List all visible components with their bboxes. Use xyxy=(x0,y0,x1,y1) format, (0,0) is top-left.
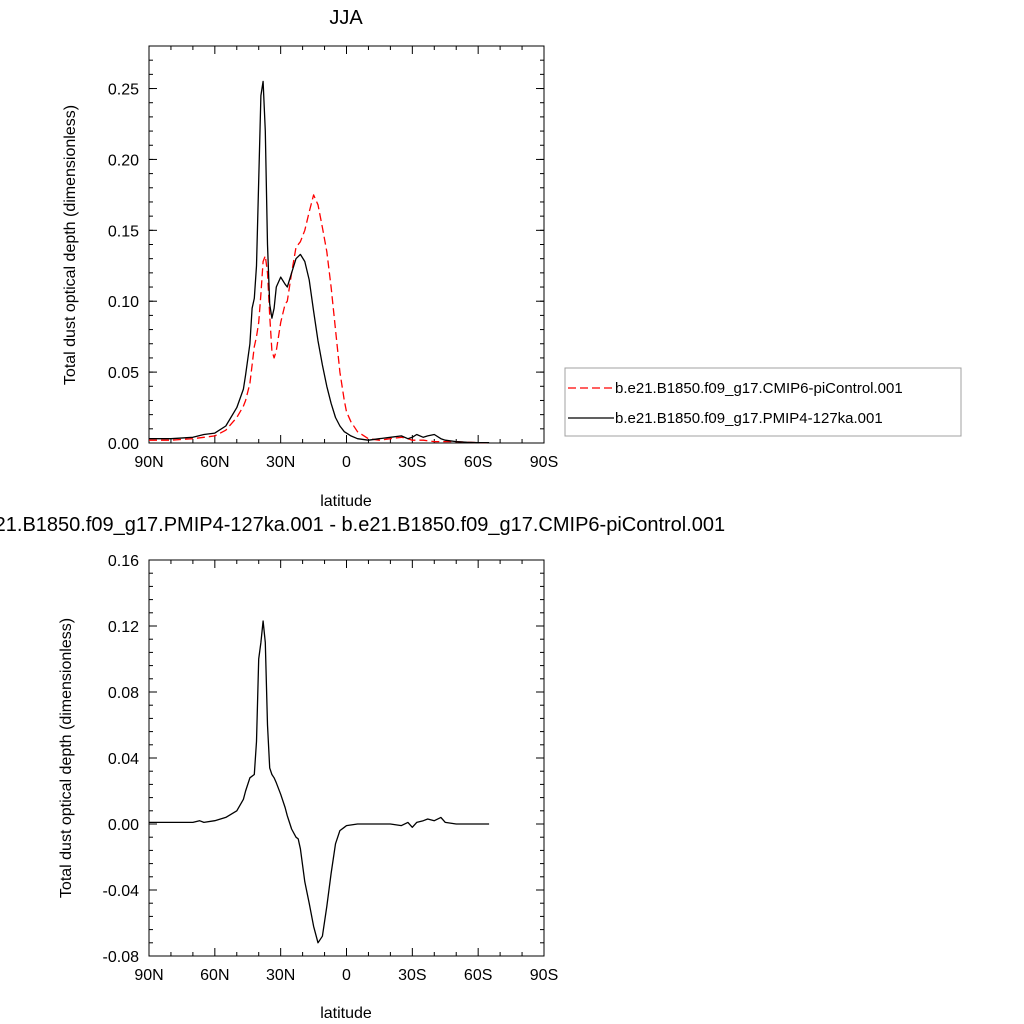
bottom-x-axis-label: latitude xyxy=(320,1005,372,1022)
bottom-chart-title: b.e21.B1850.f09_g17.PMIP4-127ka.001 - b.… xyxy=(0,514,725,536)
bottom-panel: b.e21.B1850.f09_g17.PMIP4-127ka.001 - b.… xyxy=(0,514,725,1022)
top-y-tick-label: 0.20 xyxy=(108,152,139,169)
top-x-axis-label: latitude xyxy=(320,493,372,510)
top-y-tick-label: 0.00 xyxy=(108,436,139,453)
bottom-y-tick-label: 0.00 xyxy=(108,817,139,834)
top-panel: JJA 90N 60N 30N 0 30S 60S 90S 0.00 0.05 0.10 0.15 0… xyxy=(62,7,962,510)
bottom-y-axis-label: Total dust optical depth (dimensionless) xyxy=(58,618,75,898)
bottom-x-tick-label: 60N xyxy=(200,967,229,984)
top-x-tick-label: 30S xyxy=(398,454,426,471)
top-x-tick-label: 60S xyxy=(464,454,492,471)
top-plot-area: 90N 60N 30N 0 30S 60S 90S 0.00 0.05 0.10 0.15 0.20 0… xyxy=(108,45,558,471)
top-x-tick-label: 90S xyxy=(530,454,558,471)
bottom-x-tick-label: 30S xyxy=(398,967,426,984)
top-y-tick-label: 0.15 xyxy=(108,223,139,240)
top-y-axis-label: Total dust optical depth (dimensionless) xyxy=(62,105,79,385)
bottom-y-tick-label: -0.08 xyxy=(103,949,140,966)
bottom-x-tick-label: 30N xyxy=(266,967,295,984)
legend-box xyxy=(564,367,962,437)
legend-label-127ka: b.e21.B1850.f09_g17.PMIP4-127ka.001 xyxy=(615,410,883,427)
bottom-x-tick-label: 90S xyxy=(530,967,558,984)
top-chart-title: JJA xyxy=(329,7,363,29)
top-series-line-1 xyxy=(149,80,490,444)
bottom-x-tick-label: 90N xyxy=(134,967,163,984)
top-x-tick-label: 30N xyxy=(266,454,295,471)
top-y-tick-label: 0.25 xyxy=(108,82,139,99)
bottom-plot-frame xyxy=(148,559,545,957)
bottom-series-line-0 xyxy=(149,620,490,944)
bottom-x-tick-label: 0 xyxy=(342,967,351,984)
top-x-tick-label: 0 xyxy=(342,454,351,471)
bottom-y-tick-label: -0.04 xyxy=(103,883,140,900)
bottom-x-tick-label: 60S xyxy=(464,967,492,984)
top-y-tick-label: 0.05 xyxy=(108,365,139,382)
top-x-tick-label: 90N xyxy=(134,454,163,471)
bottom-y-tick-label: 0.16 xyxy=(108,553,139,570)
bottom-y-tick-label: 0.08 xyxy=(108,685,139,702)
bottom-plot-area: 90N 60N 30N 0 30S 60S 90S -0.08 -0.04 0.00 0.04 0.0… xyxy=(103,553,559,984)
top-series-line-0 xyxy=(149,194,490,444)
bottom-y-tick-label: 0.12 xyxy=(108,619,139,636)
top-x-tick-label: 60N xyxy=(200,454,229,471)
top-plot-frame xyxy=(148,45,545,444)
bottom-y-tick-label: 0.04 xyxy=(108,751,139,768)
legend-label-picontrol: b.e21.B1850.f09_g17.CMIP6-piControl.001 xyxy=(615,380,903,397)
legend: b.e21.B1850.f09_g17.CMIP6-piControl.001 … xyxy=(564,367,962,437)
top-y-tick-label: 0.10 xyxy=(108,294,139,311)
